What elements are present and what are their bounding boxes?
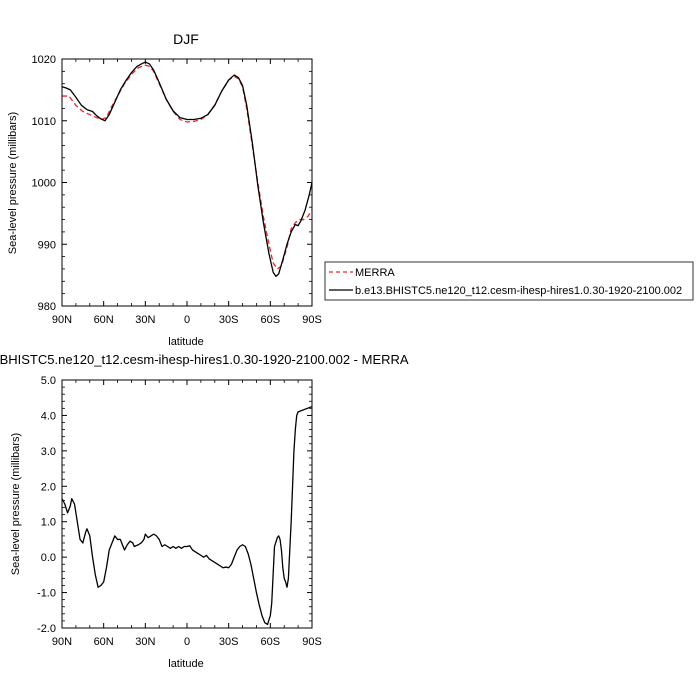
- top-ytick-label: 1020: [32, 54, 56, 66]
- bottom-xtick-label: 60N: [94, 636, 114, 648]
- top-xtick-label: 90N: [52, 314, 72, 326]
- top-chart-title: DJF: [173, 31, 199, 47]
- bottom-xtick-label: 90S: [302, 636, 322, 648]
- bottom-ytick-label: 1.0: [41, 517, 56, 529]
- bottom-ytick-label: 2.0: [41, 481, 56, 493]
- legend-model-label: b.e13.BHISTC5.ne120_t12.cesm-ihesp-hires…: [355, 285, 682, 297]
- bottom-xtick-label: 30N: [135, 636, 155, 648]
- bottom-series-line-0: [61, 405, 313, 626]
- bottom-xtick-label: 0: [184, 636, 190, 648]
- bottom-ytick-label: 0.0: [41, 552, 56, 564]
- bottom-ytick-label: 3.0: [41, 446, 56, 458]
- bottom-chart-xlabel: latitude: [168, 658, 203, 670]
- bottom-xtick-label: 30S: [219, 636, 239, 648]
- bottom-plot-frame: [61, 379, 313, 629]
- bottom-chart: b.e13.BHISTC5.ne120_t12.cesm-ihesp-hires…: [0, 352, 409, 670]
- top-xtick-label: 30N: [135, 314, 155, 326]
- top-xtick-label: 60S: [261, 314, 281, 326]
- bottom-ytick-label: 4.0: [41, 410, 56, 422]
- top-series-line-0: [62, 64, 313, 270]
- top-chart-xlabel: latitude: [168, 336, 203, 348]
- bottom-xtick-label: 60S: [261, 636, 281, 648]
- top-plot-frame: [61, 58, 313, 307]
- top-ytick-label: 1010: [32, 116, 56, 128]
- top-xtick-label: 0: [184, 314, 190, 326]
- top-series-line-1: [61, 61, 313, 278]
- legend-merra-label: MERRA: [355, 267, 395, 279]
- legend: MERRA b.e13.BHISTC5.ne120_t12.cesm-ihesp…: [324, 261, 694, 301]
- top-chart-ylabel: Sea-level pressure (millibars): [7, 112, 19, 254]
- bottom-chart-title: b.e13.BHISTC5.ne120_t12.cesm-ihesp-hires…: [0, 352, 409, 367]
- bottom-chart-ylabel: Sea-level pressure (millibars): [10, 433, 22, 575]
- legend-box: [324, 261, 694, 301]
- bottom-xtick-label: 90N: [52, 636, 72, 648]
- top-xtick-label: 60N: [94, 314, 114, 326]
- top-ytick-label: 990: [38, 239, 56, 251]
- bottom-ytick-label: -2.0: [37, 623, 56, 635]
- top-ytick-label: 980: [38, 301, 56, 313]
- top-xtick-label: 30S: [219, 314, 239, 326]
- top-chart: DJF Sea-level pressure (millibars) latit…: [7, 31, 322, 348]
- bottom-ytick-label: -1.0: [37, 588, 56, 600]
- bottom-ytick-label: 5.0: [41, 375, 56, 387]
- top-xtick-label: 90S: [302, 314, 322, 326]
- top-ytick-label: 1000: [32, 178, 56, 190]
